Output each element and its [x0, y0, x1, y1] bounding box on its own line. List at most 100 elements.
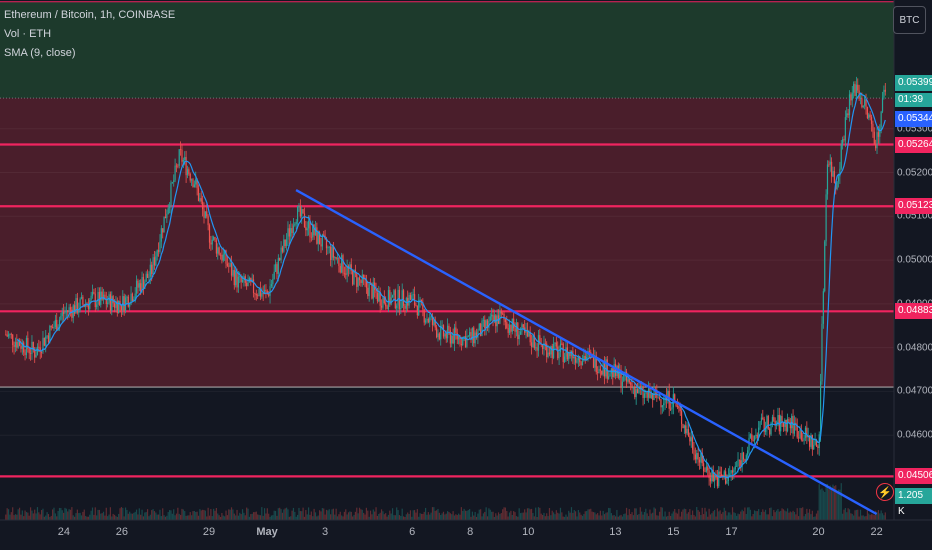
candle-body: [694, 454, 696, 460]
candle-body: [606, 359, 608, 379]
candle-body: [726, 480, 728, 484]
volume-bar: [877, 510, 880, 520]
candle-body: [386, 306, 388, 310]
volume-bar: [153, 511, 156, 520]
volume-indicator-label[interactable]: Vol · ETH: [4, 28, 52, 40]
candle-body: [641, 386, 643, 389]
volume-bar: [864, 516, 866, 520]
candle-body: [855, 84, 857, 96]
candle-body: [424, 320, 427, 323]
volume-bar: [303, 516, 306, 520]
volume-bar: [422, 513, 424, 520]
volume-bar: [213, 508, 215, 520]
volume-bar: [288, 516, 290, 520]
volume-bar: [511, 514, 513, 520]
volume-bar: [447, 511, 449, 520]
grid-layer: [0, 128, 894, 436]
candle-body: [206, 211, 208, 217]
candle-body: [544, 343, 546, 345]
volume-bar: [396, 507, 398, 520]
symbol-title[interactable]: Ethereum / Bitcoin, 1h, COINBASE: [4, 9, 176, 21]
volume-bar: [437, 508, 439, 520]
volume-bar: [680, 511, 683, 520]
volume-bar: [696, 507, 698, 520]
volume-bar: [755, 511, 757, 520]
candle-body: [12, 334, 14, 346]
volume-bar: [290, 516, 292, 520]
volume-bar: [723, 507, 725, 520]
volume-bar: [475, 516, 478, 520]
candle-body: [793, 422, 796, 434]
volume-bar: [565, 514, 567, 520]
time-tick-label: 24: [57, 526, 70, 538]
volume-bar: [729, 512, 731, 520]
sma-indicator-label[interactable]: SMA (9, close): [4, 47, 76, 59]
candle-body: [409, 294, 412, 300]
candle-body: [557, 346, 559, 359]
candle-body: [400, 307, 402, 309]
candle-body: [741, 452, 743, 467]
volume-bar: [78, 513, 80, 520]
volume-bar: [610, 513, 612, 520]
volume-bar: [350, 511, 352, 520]
candle-body: [486, 320, 489, 328]
candle-body: [9, 333, 11, 335]
volume-bar: [438, 512, 440, 520]
volume-bar: [744, 507, 746, 520]
candle-body: [372, 282, 374, 299]
candle-body: [239, 275, 241, 277]
volume-bar: [420, 513, 423, 520]
volume-bar: [36, 507, 39, 520]
volume-bar: [171, 513, 173, 520]
candle-body: [865, 99, 867, 107]
volume-bar: [486, 516, 489, 520]
volume-bar: [429, 514, 431, 520]
volume-bar: [497, 512, 500, 520]
candle-body: [774, 421, 776, 426]
candle-body: [782, 422, 785, 427]
volume-bar: [13, 515, 15, 520]
candle-body: [160, 228, 162, 242]
volume-bar: [137, 514, 139, 520]
candle-body: [511, 318, 513, 332]
candle-body: [345, 273, 347, 275]
candle-body: [810, 434, 812, 447]
volume-bar: [20, 514, 22, 520]
volume-bar: [152, 509, 154, 520]
candle-body: [241, 279, 244, 283]
candle-body: [213, 236, 215, 240]
candle-body: [56, 319, 58, 331]
candle-body: [609, 373, 611, 377]
volume-bar: [868, 513, 870, 520]
volume-bar: [606, 512, 608, 520]
volume-bar: [23, 516, 25, 520]
volume-bar: [113, 514, 116, 520]
volume-bar: [762, 509, 764, 520]
volume-bar: [299, 511, 301, 520]
volume-bar: [855, 509, 857, 520]
candle-body: [712, 470, 714, 482]
currency-button[interactable]: BTC: [893, 6, 926, 34]
candle-body: [848, 94, 851, 116]
candle-body: [411, 295, 413, 300]
volume-bar: [54, 513, 56, 520]
volume-bar: [727, 512, 729, 520]
candle-body: [199, 198, 201, 201]
candle-body: [480, 323, 482, 336]
candle-body: [28, 349, 30, 354]
volume-bar: [786, 508, 789, 520]
volume-bar: [763, 511, 765, 520]
volume-bar: [160, 516, 162, 520]
volume-bar: [558, 513, 560, 520]
candle-body: [247, 281, 249, 287]
volume-bar: [335, 508, 337, 520]
lightning-icon[interactable]: ⚡: [876, 483, 894, 501]
volume-bar: [397, 510, 399, 520]
volume-bar: [758, 509, 760, 520]
candle-body: [229, 263, 231, 267]
candle-body: [737, 459, 739, 467]
volume-bar: [682, 509, 684, 520]
volume-bar: [107, 516, 109, 520]
volume-bar: [774, 512, 776, 520]
